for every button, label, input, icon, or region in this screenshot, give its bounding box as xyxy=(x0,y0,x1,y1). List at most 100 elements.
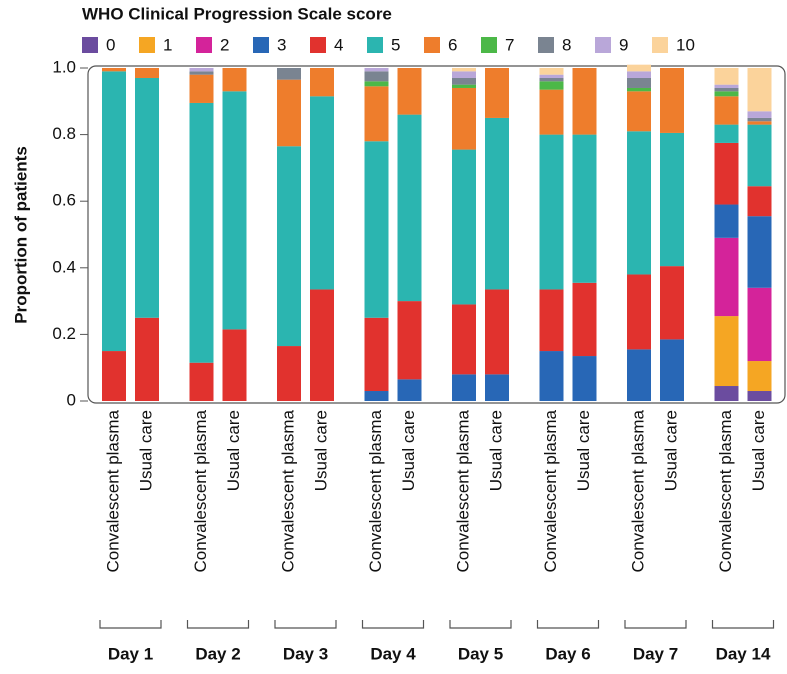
bar-segment xyxy=(747,216,772,288)
bar-segment xyxy=(539,134,564,290)
group-label: Day 4 xyxy=(370,644,416,663)
bar-segment xyxy=(572,68,597,135)
x-tick-label: Usual care xyxy=(749,410,768,491)
x-tick-label: Convalescent plasma xyxy=(366,409,385,572)
bar-segment xyxy=(189,102,214,363)
group-label: Day 2 xyxy=(195,644,240,663)
x-tick-label: Usual care xyxy=(399,410,418,491)
legend-swatch xyxy=(424,37,440,53)
legend-label: 4 xyxy=(334,35,343,54)
bar-segment xyxy=(747,287,772,362)
bar-segment xyxy=(397,114,422,302)
bar-segment xyxy=(452,149,476,305)
legend-label: 3 xyxy=(277,35,286,54)
legend-swatch xyxy=(538,37,554,53)
bar-segment xyxy=(714,84,739,88)
legend-label: 8 xyxy=(562,35,571,54)
bar-segment xyxy=(747,124,772,187)
legend-swatch xyxy=(595,37,611,53)
legend-swatch xyxy=(481,37,497,53)
x-tick-label: Usual care xyxy=(224,410,243,491)
bar-segment xyxy=(747,186,772,217)
bar-segment xyxy=(397,68,422,115)
legend-swatch xyxy=(253,37,269,53)
legend-swatch xyxy=(82,37,98,53)
x-tick-label: Convalescent plasma xyxy=(628,409,647,572)
bar-segment xyxy=(485,117,509,290)
bar-segment xyxy=(660,339,684,401)
bar-segment xyxy=(364,81,389,87)
y-tick-label: 0.6 xyxy=(52,191,76,210)
bar-segment xyxy=(627,64,651,72)
legend-label: 6 xyxy=(448,35,457,54)
legend-title: WHO Clinical Progression Scale score xyxy=(82,4,392,23)
group-bracket xyxy=(449,620,512,629)
bar-segment xyxy=(452,71,476,78)
bar-segment xyxy=(714,124,739,143)
bar-segment xyxy=(189,362,214,401)
bar-segment xyxy=(572,282,597,357)
bar-segment xyxy=(714,316,739,387)
bar-segment xyxy=(714,91,739,97)
bar-segment xyxy=(189,71,214,75)
group-bracket xyxy=(711,620,775,629)
bar-segment xyxy=(747,68,772,112)
bar-segment xyxy=(452,304,476,375)
bar-segment xyxy=(135,77,159,318)
group-bracket xyxy=(99,620,162,629)
bar-segment xyxy=(364,86,389,142)
bar-segment xyxy=(660,132,684,267)
bar-segment xyxy=(627,274,651,350)
group-label: Day 5 xyxy=(458,644,503,663)
bar-segment xyxy=(189,68,214,72)
bar-segment xyxy=(714,142,739,205)
bar-segment xyxy=(485,374,509,401)
bar-segment xyxy=(135,317,159,401)
bar-segment xyxy=(452,68,476,72)
legend-swatch xyxy=(367,37,383,53)
plot-frame xyxy=(87,65,786,404)
x-tick-label: Convalescent plasma xyxy=(541,409,560,572)
bar-segment xyxy=(627,87,651,92)
x-tick-label: Convalescent plasma xyxy=(103,409,122,572)
legend-swatch xyxy=(652,37,668,53)
legend-swatch xyxy=(139,37,155,53)
bar-segment xyxy=(539,77,564,82)
bar-segment xyxy=(364,68,389,72)
bar-segment xyxy=(627,349,651,401)
bar-segment xyxy=(310,289,334,401)
legend-label: 9 xyxy=(619,35,628,54)
bar-segment xyxy=(102,68,126,72)
bar-segment xyxy=(747,361,772,392)
group-bracket xyxy=(186,620,250,629)
y-axis-label: Proportion of patients xyxy=(11,146,30,324)
x-tick-label: Usual care xyxy=(486,410,505,491)
bar-segment xyxy=(102,71,126,352)
bar-segment xyxy=(627,131,651,275)
legend-label: 1 xyxy=(163,35,172,54)
x-tick-label: Usual care xyxy=(661,410,680,491)
bar-segment xyxy=(485,68,509,118)
bar-segment xyxy=(364,391,389,401)
y-tick-label: 0.8 xyxy=(52,124,76,143)
bar-segment xyxy=(189,74,214,103)
group-label: Day 6 xyxy=(545,644,590,663)
bar-segment xyxy=(277,146,301,347)
bar-segment xyxy=(364,71,389,82)
bar-segment xyxy=(539,351,564,401)
bar-segment xyxy=(310,68,334,97)
bar-segment xyxy=(539,68,564,75)
bar-segment xyxy=(572,134,597,283)
x-tick-label: Convalescent plasma xyxy=(453,409,472,572)
y-tick-label: 0.2 xyxy=(52,324,76,343)
x-tick-label: Convalescent plasma xyxy=(278,409,297,572)
legend-label: 2 xyxy=(220,35,229,54)
bar-segment xyxy=(714,96,739,125)
bar-segment xyxy=(714,386,739,401)
bar-segment xyxy=(222,91,247,330)
bar-segment xyxy=(452,77,476,85)
legend-label: 10 xyxy=(676,35,695,54)
bar-segment xyxy=(660,68,684,133)
